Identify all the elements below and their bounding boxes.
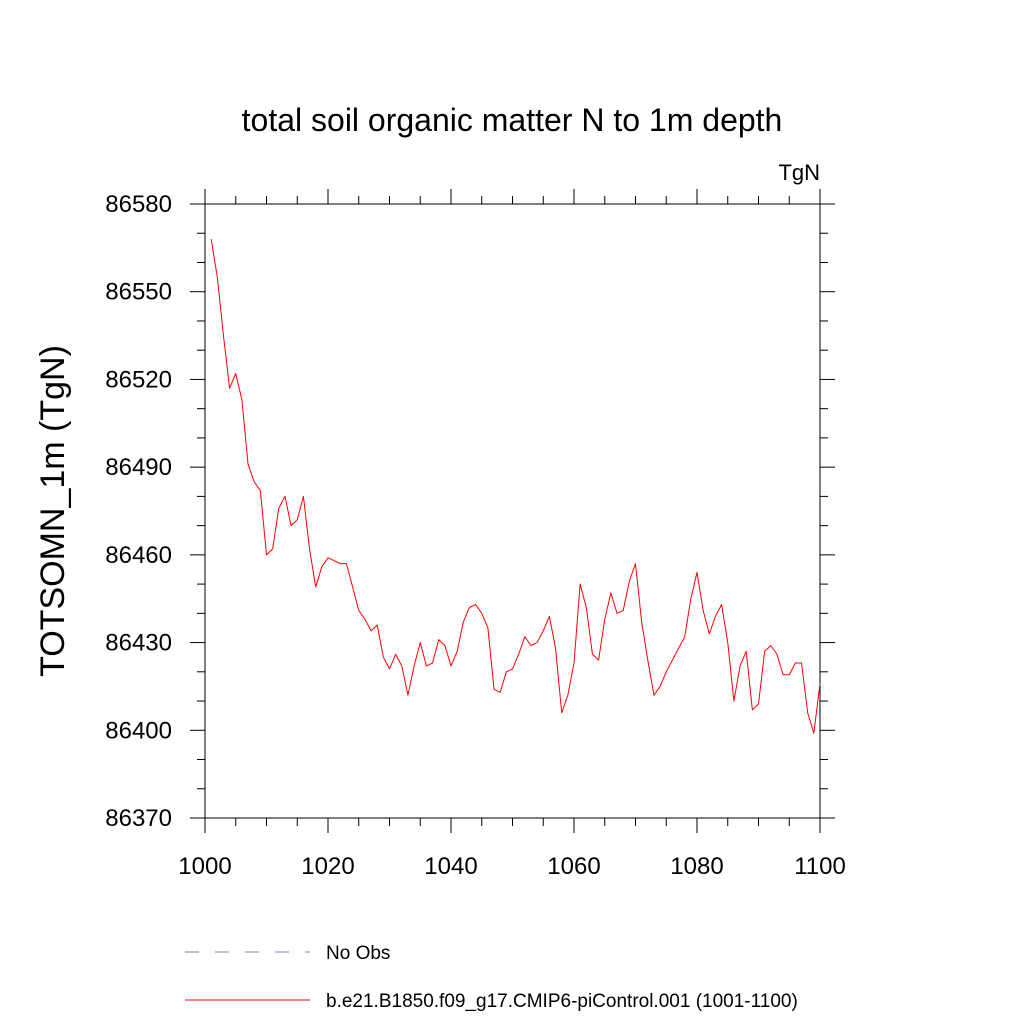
y-tick-label: 86460	[105, 542, 172, 569]
x-tick-label: 1000	[178, 853, 231, 880]
x-tick-label: 1020	[301, 853, 354, 880]
x-tick-label: 1040	[424, 853, 477, 880]
plot-frame	[204, 203, 821, 819]
axis-ticks	[190, 189, 835, 833]
series-lines	[210, 239, 821, 734]
x-tick-label: 1080	[670, 853, 723, 880]
y-tick-label: 86400	[105, 717, 172, 744]
y-tick-label: 86580	[105, 191, 172, 218]
y-tick-label: 86370	[105, 805, 172, 832]
series-line-0	[210, 239, 821, 734]
y-tick-labels: 86370 86400 86430 86460 86490 86520 86550 86580	[105, 191, 172, 832]
y-axis-label: TOTSOMN_1m (TgN)	[34, 345, 72, 677]
chart-title: total soil organic matter N to 1m depth	[242, 102, 783, 138]
x-tick-labels: 1000 1020 1040 1060 1080 1100	[178, 853, 846, 880]
legend-label-picontrol: b.e21.B1850.f09_g17.CMIP6-piControl.001 …	[326, 991, 798, 1012]
legend: No Obs b.e21.B1850.f09_g17.CMIP6-piContr…	[185, 943, 798, 1012]
y-tick-label: 86490	[105, 454, 172, 481]
y-tick-label: 86520	[105, 366, 172, 393]
legend-label-no-obs: No Obs	[326, 943, 390, 964]
x-tick-label: 1060	[547, 853, 600, 880]
y-tick-label: 86550	[105, 279, 172, 306]
units-label: TgN	[778, 160, 820, 185]
x-tick-label: 1100	[794, 853, 846, 880]
y-tick-label: 86430	[105, 630, 172, 657]
